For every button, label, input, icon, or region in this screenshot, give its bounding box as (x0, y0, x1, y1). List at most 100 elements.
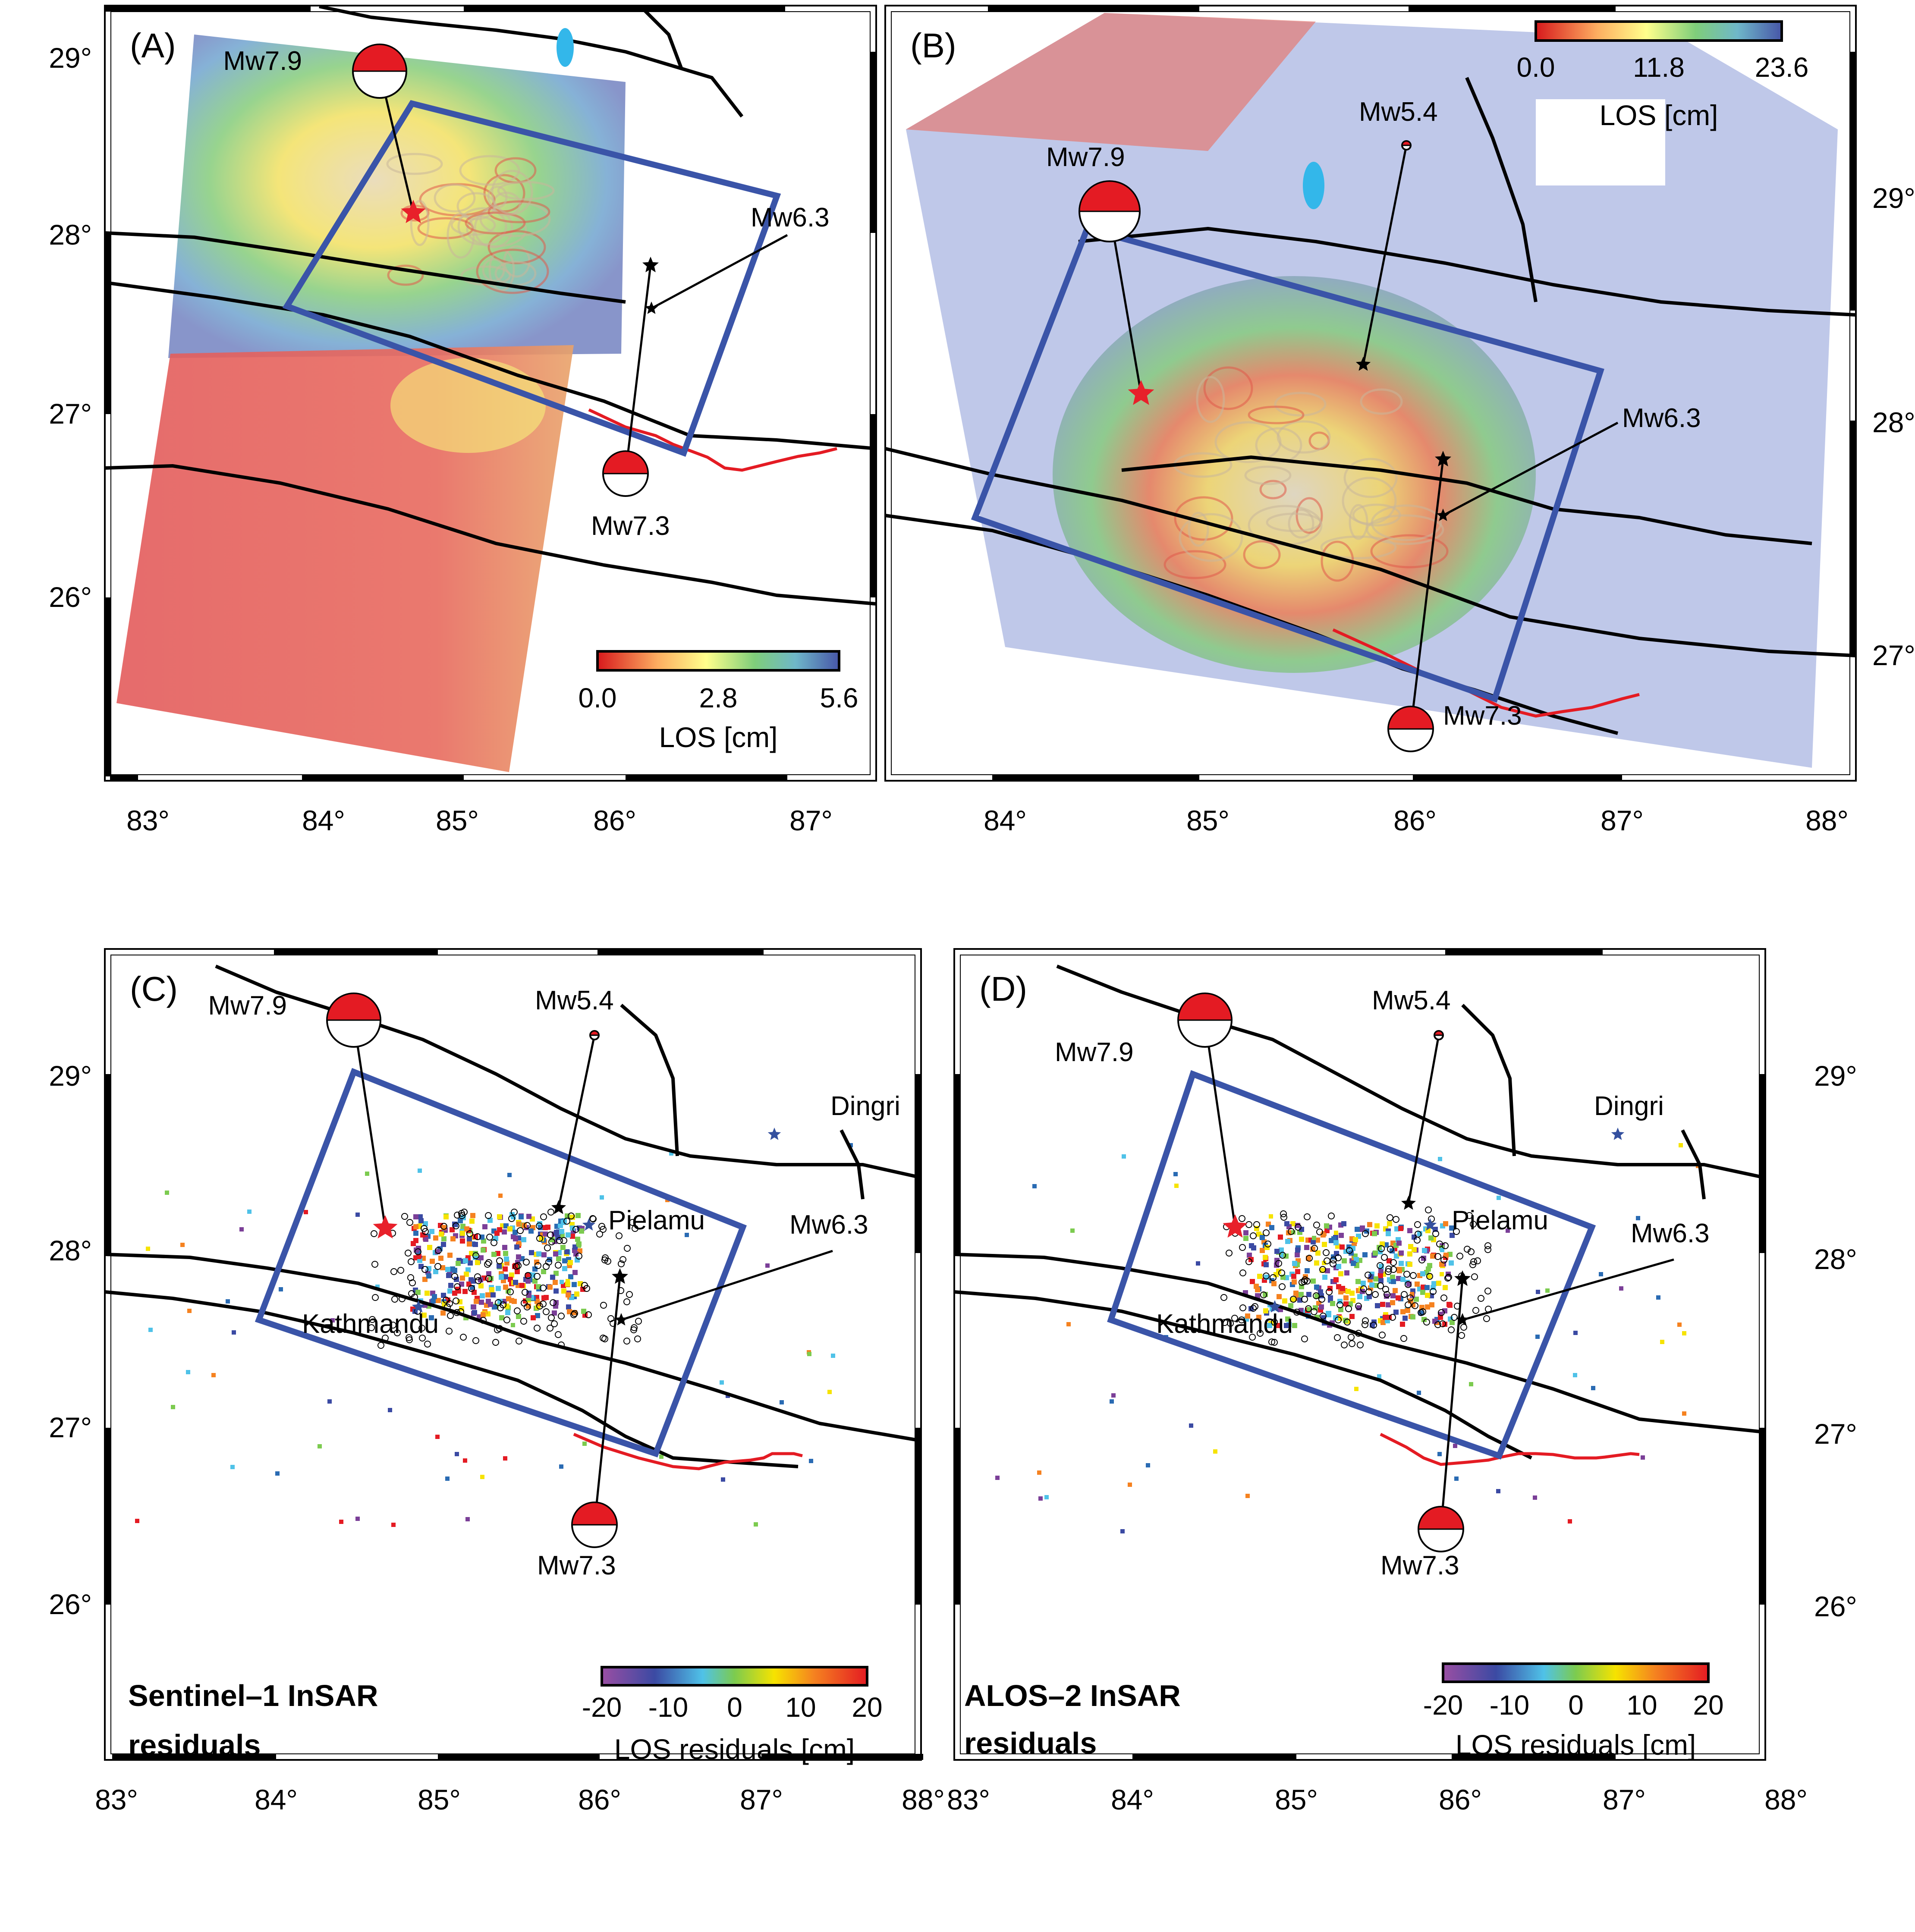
latitude-tick-label: 28° (1872, 406, 1915, 438)
aftershock-marker (536, 1303, 543, 1310)
residual-pixel (365, 1172, 369, 1176)
aftershock-marker (1458, 1332, 1465, 1339)
residual-pixel (1378, 1273, 1383, 1278)
place-label: Pielamu (1452, 1206, 1548, 1235)
frame-scale-bar (954, 1428, 960, 1605)
colorbar-title: LOS [cm] (1599, 99, 1718, 131)
residual-pixel (486, 1271, 491, 1276)
epicenter-star (645, 302, 658, 314)
focal-mechanism-beachball (326, 993, 381, 1048)
residual-pixel (1396, 1295, 1401, 1301)
latitude-tick-label: 29° (49, 1060, 92, 1092)
aftershock-marker (508, 1215, 515, 1222)
residual-pixel (480, 1475, 484, 1479)
residual-pixel (1449, 1260, 1454, 1266)
event-leader-line (593, 1276, 621, 1525)
aftershock-marker (453, 1297, 459, 1304)
residual-pixel (481, 1247, 486, 1253)
residual-pixel (1402, 1316, 1408, 1321)
residual-pixel (418, 1218, 424, 1223)
residual-pixel (1536, 1290, 1540, 1294)
aftershock-marker (1263, 1272, 1270, 1279)
fringe-ring (434, 183, 476, 213)
fault-model-outline (971, 225, 1604, 703)
residual-pixel (659, 1454, 663, 1459)
event-magnitude-label: Mw7.3 (591, 511, 670, 541)
residual-pixel (1390, 1293, 1396, 1298)
aftershock-marker (600, 1335, 607, 1341)
longitude-tick-label: 88° (1764, 1784, 1808, 1816)
colorbar-tick-label: 10 (1626, 1690, 1657, 1721)
aftershock-marker (607, 1315, 614, 1322)
residual-pixel (1443, 1221, 1448, 1226)
residual-pixel (1442, 1308, 1447, 1313)
residual-pixel (450, 1227, 455, 1232)
aftershock-marker (1306, 1255, 1313, 1262)
residual-pixel (1619, 1286, 1623, 1291)
residual-pixel (327, 1399, 332, 1404)
aftershock-marker (1440, 1294, 1447, 1301)
place-star (1611, 1128, 1625, 1140)
residual-pixel (1415, 1282, 1420, 1287)
place-star (412, 1300, 425, 1313)
residual-pixel (1410, 1302, 1415, 1307)
aftershock-marker (556, 1237, 563, 1244)
residual-pixel (1336, 1264, 1341, 1269)
residual-pixel (1506, 1228, 1510, 1233)
residual-pixel (1174, 1184, 1179, 1188)
colorbar-tick-label: -10 (1490, 1690, 1530, 1721)
residual-pixel (1450, 1233, 1455, 1238)
aftershock-marker (468, 1285, 475, 1292)
residual-pixel (685, 1233, 689, 1237)
residual-pixel (1497, 1196, 1501, 1200)
epicenter-star (1355, 357, 1371, 371)
aftershock-marker (572, 1226, 579, 1233)
frame-scale-bar (1413, 775, 1622, 781)
fringe-ring (386, 153, 443, 175)
aftershock-marker (590, 1216, 597, 1222)
residual-pixel (505, 1310, 510, 1315)
aftershock-marker (1245, 1221, 1252, 1228)
residual-pixel (482, 1224, 487, 1229)
map-frame-inner (960, 955, 1760, 1754)
residual-pixel (1410, 1314, 1415, 1319)
residual-pixel (1350, 1246, 1355, 1251)
event-leader-line (557, 1035, 596, 1208)
aftershock-marker (540, 1213, 547, 1220)
aftershock-marker (454, 1212, 461, 1219)
residual-pixel (497, 1227, 502, 1232)
residual-pixel (515, 1269, 520, 1274)
residual-pixel (1247, 1253, 1252, 1258)
event-magnitude-label: Mw7.9 (1055, 1037, 1134, 1067)
residual-pixel (1440, 1272, 1444, 1276)
longitude-tick-label: 85° (436, 804, 479, 836)
residual-pixel (526, 1293, 531, 1298)
colorbar-tick-label: 0.0 (579, 682, 617, 713)
residual-pixel (180, 1243, 185, 1247)
residual-pixel (413, 1214, 418, 1219)
residual-pixel (1322, 1275, 1327, 1280)
residual-pixel (1535, 1335, 1540, 1339)
longitude-tick-label: 86° (1439, 1784, 1482, 1816)
residual-pixel (1355, 1227, 1360, 1232)
place-star (1423, 1218, 1437, 1231)
frame-scale-bar (110, 775, 138, 781)
fringe-ring (1320, 535, 1397, 559)
aftershock-marker (1270, 1274, 1277, 1281)
aftershock-marker (1370, 1322, 1377, 1329)
aftershock-marker (1390, 1266, 1397, 1273)
beachball-compressional (1401, 140, 1412, 146)
residual-pixel (1274, 1249, 1280, 1254)
fringe-ring (457, 207, 507, 246)
residual-pixel (413, 1238, 418, 1243)
residual-pixel (458, 1218, 463, 1223)
residual-pixel (1591, 1386, 1595, 1390)
residual-pixel (809, 1459, 813, 1463)
residual-pixel (1274, 1272, 1279, 1277)
colorbar-tick-label: 0 (727, 1692, 742, 1723)
aftershock-marker (1313, 1292, 1320, 1299)
aftershock-marker (550, 1299, 557, 1306)
residual-pixel (1545, 1288, 1550, 1293)
colorbar-tick-label: 23.6 (1755, 52, 1809, 83)
residual-pixel (418, 1264, 424, 1269)
